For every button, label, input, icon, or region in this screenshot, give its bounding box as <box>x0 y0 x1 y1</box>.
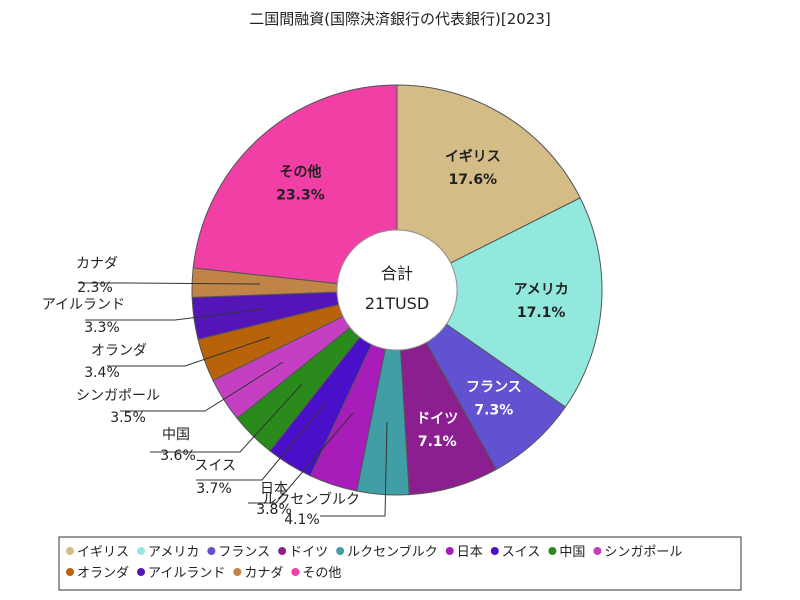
slice-value-8: 3.5% <box>110 410 146 426</box>
slice-value-3: 7.1% <box>418 434 457 450</box>
slice-label-12: その他 <box>280 163 322 180</box>
legend-label-4: ルクセンブルク <box>347 544 438 560</box>
legend-swatch-11 <box>233 568 242 576</box>
leader-line-6 <box>196 403 326 481</box>
legend-label-10: アイルランド <box>148 566 225 581</box>
slice-value-4: 4.1% <box>284 512 320 528</box>
center-label: 合計 <box>381 264 413 283</box>
legend-label-9: オランダ <box>77 566 129 581</box>
slice-label-0: イギリス <box>445 148 501 165</box>
slice-value-7: 3.6% <box>160 448 196 464</box>
slice-label-3: ドイツ <box>416 411 458 427</box>
slice-label-6: スイス <box>194 458 236 474</box>
legend-swatch-4 <box>336 547 345 555</box>
legend-swatch-8 <box>593 547 602 555</box>
legend-label-8: シンガポール <box>604 545 682 560</box>
donut-hole <box>336 229 458 351</box>
slice-value-12: 23.3% <box>276 187 325 203</box>
leader-line-8 <box>120 361 284 412</box>
legend-label-2: フランス <box>218 545 270 560</box>
legend-label-3: ドイツ <box>289 545 328 560</box>
slice-label-11: カナダ <box>76 256 118 272</box>
legend-label-0: イギリス <box>77 545 129 560</box>
slice-label-5: 日本 <box>260 481 288 497</box>
legend-swatch-3 <box>278 547 287 555</box>
labels-group: イギリス 17.6% アメリカ 17.1% フランス 7.3% ドイツ 7.1% ルクセンブルク… <box>42 148 569 528</box>
legend-label-12: その他 <box>302 566 341 581</box>
legend-label-5: 日本 <box>457 545 483 560</box>
slice-label-7: 中国 <box>162 427 190 443</box>
slice-value-1: 17.1% <box>517 305 566 321</box>
slice-value-2: 7.3% <box>474 402 513 418</box>
slices-group <box>191 84 603 496</box>
legend-swatch-9 <box>66 568 74 576</box>
legend-label-6: スイス <box>502 545 541 560</box>
leader-line-4 <box>320 421 388 517</box>
slice-label-10: アイルランド <box>42 297 125 313</box>
slice-label-4: ルクセンブルク <box>262 491 360 508</box>
slice-value-9: 3.4% <box>84 365 120 381</box>
legend-label-11: カナダ <box>244 566 283 581</box>
legend-swatch-5 <box>445 547 454 555</box>
legend-swatch-1 <box>137 547 146 555</box>
legend-swatch-2 <box>207 547 216 555</box>
slice-label-9: オランダ <box>91 343 147 359</box>
slice-value-11: 2.3% <box>77 280 113 296</box>
slice-value-10: 3.3% <box>84 320 120 336</box>
center-value: 21TUSD <box>365 294 429 313</box>
chart-title: 二国間融資(国際決済銀行の代表銀行)[2023] <box>249 10 551 28</box>
legend-swatch-6 <box>490 547 499 555</box>
legend-swatch-7 <box>548 547 557 555</box>
legend-label-7: 中国 <box>559 545 585 560</box>
legend-swatch-12 <box>291 568 300 576</box>
slice-value-5: 3.8% <box>256 502 292 518</box>
slice-value-6: 3.7% <box>196 481 232 497</box>
slice-value-0: 17.6% <box>449 172 498 188</box>
slice-label-2: フランス <box>466 379 522 395</box>
legend-label-1: アメリカ <box>148 545 199 560</box>
leader-line-10 <box>85 308 264 321</box>
leader-line-9 <box>107 336 271 367</box>
legend-swatch-10 <box>137 568 146 576</box>
slice-label-1: アメリカ <box>513 282 568 298</box>
slice-label-8: シンガポール <box>76 388 160 404</box>
leader-line-7 <box>150 383 303 453</box>
leader-line-11 <box>78 282 261 285</box>
leader-line-5 <box>248 412 354 504</box>
legend-box <box>58 536 742 591</box>
legend-swatch-0 <box>66 547 74 555</box>
